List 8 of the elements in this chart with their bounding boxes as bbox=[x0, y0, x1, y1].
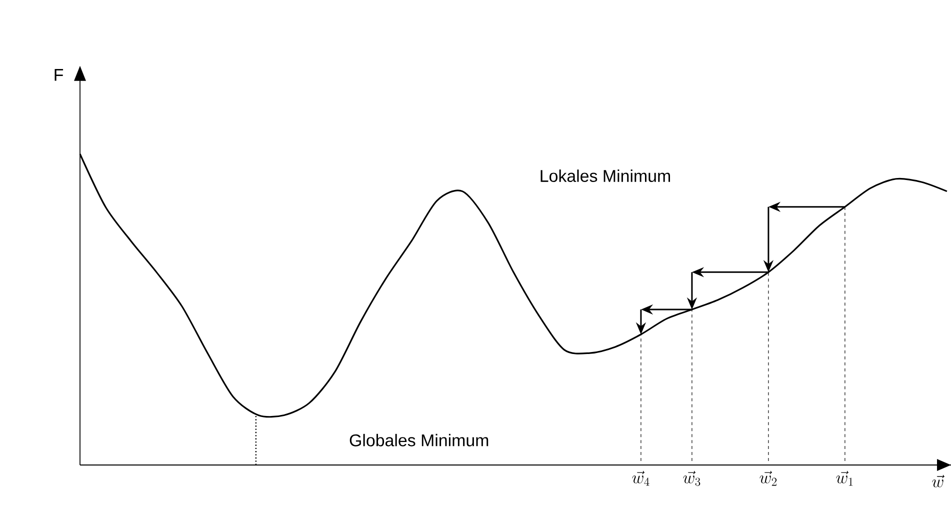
annotation: Lokales Minimum bbox=[540, 170, 670, 182]
x-tick-label: $\vec{w}_3$ bbox=[683, 470, 700, 486]
x-tick-label: $\vec{w}_2$ bbox=[760, 470, 777, 486]
x-tick-label: $\vec{w}_4$ bbox=[632, 470, 650, 486]
x-axis-title: $\vec{w}$ bbox=[932, 474, 944, 488]
x-tick-label: $\vec{w}_1$ bbox=[836, 470, 853, 486]
annotation: Globales Minimum bbox=[350, 434, 488, 446]
y-axis-title: F bbox=[54, 69, 64, 81]
